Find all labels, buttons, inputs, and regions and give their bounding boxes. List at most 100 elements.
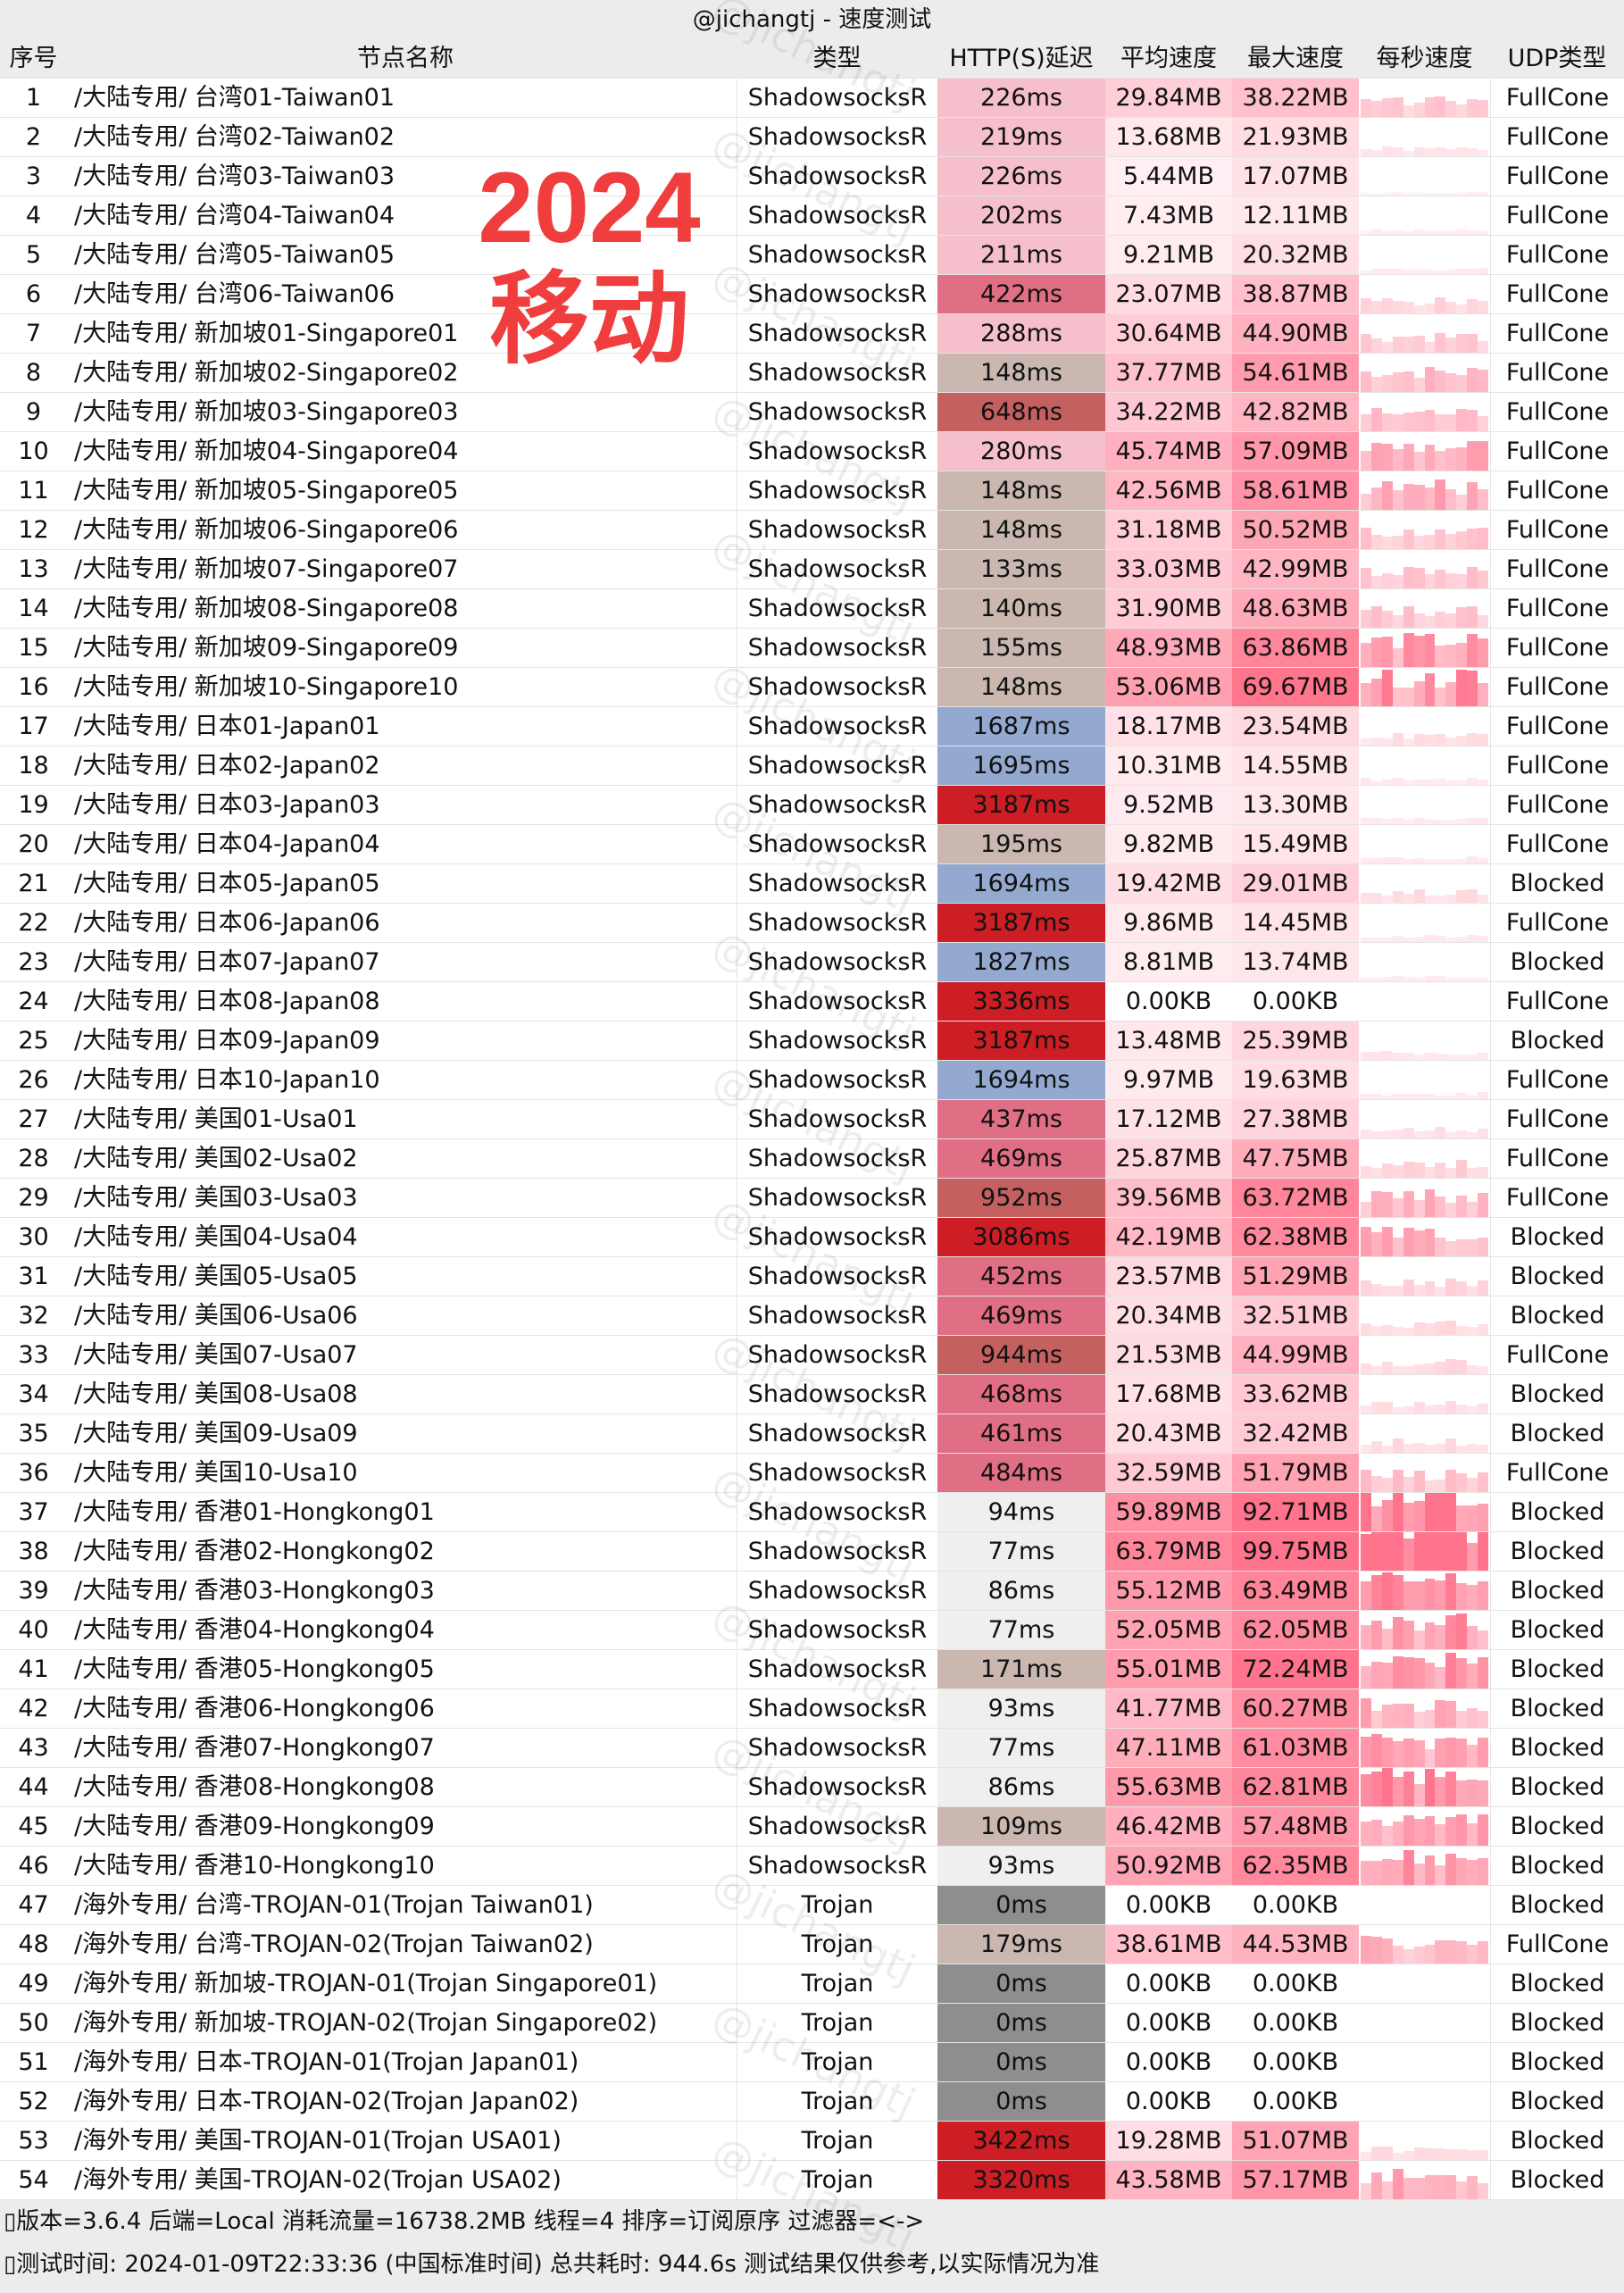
sparkline-bar xyxy=(1361,231,1371,235)
table-row[interactable]: 32/大陆专用/ 美国06-Usa06 ShadowsocksR 469ms 20.3… xyxy=(0,1297,1624,1336)
table-row[interactable]: 24/大陆专用/ 日本08-Japan08 ShadowsocksR 3336ms 0… xyxy=(0,982,1624,1021)
avg-speed: 17.68MB xyxy=(1105,1375,1232,1413)
table-row[interactable]: 31/大陆专用/ 美国05-Usa05 ShadowsocksR 452ms 23.5… xyxy=(0,1257,1624,1297)
node-name: /大陆专用/ 香港03-Hongkong03 xyxy=(74,1577,435,1605)
speed-sparkline xyxy=(1359,471,1490,510)
sparkline-bar xyxy=(1424,488,1436,510)
sparkline-bar xyxy=(1445,1321,1457,1335)
max-speed: 57.48MB xyxy=(1232,1807,1359,1846)
sparkline-bar xyxy=(1435,451,1446,471)
table-row[interactable]: 47/海外专用/ 台湾-TROJAN-01(Trojan Taiwan01) Tr… xyxy=(0,1886,1624,1925)
sparkline-bar xyxy=(1381,856,1393,863)
table-row[interactable]: 18/大陆专用/ 日本02-Japan02 ShadowsocksR 1695ms 1… xyxy=(0,746,1624,786)
latency: 3422ms xyxy=(937,2122,1105,2160)
table-row[interactable]: 22/大陆专用/ 日本06-Japan06 ShadowsocksR 3187ms 9… xyxy=(0,904,1624,943)
table-row[interactable]: 9/大陆专用/ 新加坡03-Singapore03 ShadowsocksR 648… xyxy=(0,393,1624,432)
table-row[interactable]: 49/海外专用/ 新加坡-TROJAN-01(Trojan Singapore0… xyxy=(0,1964,1624,2004)
table-row[interactable]: 13/大陆专用/ 新加坡07-Singapore07 ShadowsocksR 13… xyxy=(0,550,1624,589)
table-row[interactable]: 3/大陆专用/ 台湾03-Taiwan03 ShadowsocksR 226ms 5.… xyxy=(0,157,1624,196)
table-row[interactable]: 33/大陆专用/ 美国07-Usa07 ShadowsocksR 944ms 21.5… xyxy=(0,1336,1624,1375)
table-row[interactable]: 51/海外专用/ 日本-TROJAN-01(Trojan Japan01) Tro… xyxy=(0,2043,1624,2082)
table-row[interactable]: 26/大陆专用/ 日本10-Japan10 ShadowsocksR 1694ms 9… xyxy=(0,1061,1624,1100)
table-row[interactable]: 37/大陆专用/ 香港01-Hongkong01 ShadowsocksR 94ms… xyxy=(0,1493,1624,1532)
table-row[interactable]: 40/大陆专用/ 香港04-Hongkong04 ShadowsocksR 77ms… xyxy=(0,1611,1624,1650)
table-row[interactable]: 12/大陆专用/ 新加坡06-Singapore06 ShadowsocksR 14… xyxy=(0,511,1624,550)
table-row[interactable]: 14/大陆专用/ 新加坡08-Singapore08 ShadowsocksR 14… xyxy=(0,589,1624,629)
sparkline-bar xyxy=(1361,1444,1371,1453)
table-row[interactable]: 20/大陆专用/ 日本04-Japan04 ShadowsocksR 195ms 9.… xyxy=(0,825,1624,864)
sparkline-bar xyxy=(1403,1771,1414,1806)
table-row[interactable]: 10/大陆专用/ 新加坡04-Singapore04 ShadowsocksR 28… xyxy=(0,432,1624,471)
table-row[interactable]: 11/大陆专用/ 新加坡05-Singapore05 ShadowsocksR 14… xyxy=(0,471,1624,511)
sparkline-bar xyxy=(1424,1578,1436,1610)
udp-type: Blocked xyxy=(1490,2122,1624,2160)
table-row[interactable]: 2/大陆专用/ 台湾02-Taiwan02 ShadowsocksR 219ms 13… xyxy=(0,118,1624,157)
latency: 148ms xyxy=(937,354,1105,392)
table-row[interactable]: 42/大陆专用/ 香港06-Hongkong06 ShadowsocksR 93ms… xyxy=(0,1689,1624,1729)
table-row[interactable]: 36/大陆专用/ 美国10-Usa10 ShadowsocksR 484ms 32.5… xyxy=(0,1454,1624,1493)
table-row[interactable]: 50/海外专用/ 新加坡-TROJAN-02(Trojan Singapore0… xyxy=(0,2004,1624,2043)
sparkline-bar xyxy=(1370,938,1382,942)
sparkline-bar xyxy=(1413,336,1425,353)
sparkline-bar xyxy=(1424,859,1436,863)
table-row[interactable]: 53/海外专用/ 美国-TROJAN-01(Trojan USA01) Troja… xyxy=(0,2122,1624,2161)
table-row[interactable]: 15/大陆专用/ 新加坡09-Singapore09 ShadowsocksR 15… xyxy=(0,629,1624,668)
table-row[interactable]: 4/大陆专用/ 台湾04-Taiwan04 ShadowsocksR 202ms 7.… xyxy=(0,196,1624,236)
table-row[interactable]: 44/大陆专用/ 香港08-Hongkong08 ShadowsocksR 86ms… xyxy=(0,1768,1624,1807)
sparkline-bar xyxy=(1424,97,1436,117)
table-row[interactable]: 39/大陆专用/ 香港03-Hongkong03 ShadowsocksR 86ms… xyxy=(0,1572,1624,1611)
table-row[interactable]: 43/大陆专用/ 香港07-Hongkong07 ShadowsocksR 77ms… xyxy=(0,1729,1624,1768)
sparkline-bar xyxy=(1403,2177,1414,2199)
table-row[interactable]: 16/大陆专用/ 新加坡10-Singapore10 ShadowsocksR 14… xyxy=(0,668,1624,707)
max-speed: 62.38MB xyxy=(1232,1218,1359,1256)
avg-speed: 47.11MB xyxy=(1105,1729,1232,1767)
table-row[interactable]: 38/大陆专用/ 香港02-Hongkong02 ShadowsocksR 77ms… xyxy=(0,1532,1624,1572)
max-speed: 58.61MB xyxy=(1232,471,1359,510)
table-row[interactable]: 25/大陆专用/ 日本09-Japan09 ShadowsocksR 3187ms 1… xyxy=(0,1021,1624,1061)
sparkline-bar xyxy=(1403,231,1414,235)
sparkline-bar xyxy=(1370,1772,1382,1806)
table-row[interactable]: 17/大陆专用/ 日本01-Japan01 ShadowsocksR 1687ms 1… xyxy=(0,707,1624,746)
udp-type: FullCone xyxy=(1490,629,1624,667)
table-row[interactable]: 21/大陆专用/ 日本05-Japan05 ShadowsocksR 1694ms 1… xyxy=(0,864,1624,904)
sparkline-bar xyxy=(1361,978,1371,981)
table-row[interactable]: 34/大陆专用/ 美国08-Usa08 ShadowsocksR 468ms 17.6… xyxy=(0,1375,1624,1414)
table-row[interactable]: 45/大陆专用/ 香港09-Hongkong09 ShadowsocksR 109m… xyxy=(0,1807,1624,1847)
udp-type: Blocked xyxy=(1490,1257,1624,1296)
avg-speed: 13.68MB xyxy=(1105,118,1232,156)
table-row[interactable]: 41/大陆专用/ 香港05-Hongkong05 ShadowsocksR 171m… xyxy=(0,1650,1624,1689)
sparkline-bar xyxy=(1478,1504,1489,1531)
table-row[interactable]: 7/大陆专用/ 新加坡01-Singapore01 ShadowsocksR 288… xyxy=(0,314,1624,354)
avg-speed: 29.84MB xyxy=(1105,79,1232,117)
row-index: 54 xyxy=(18,2166,49,2194)
speed-sparkline xyxy=(1359,707,1490,746)
sparkline-bar xyxy=(1381,1825,1393,1846)
sparkline-bar xyxy=(1445,1470,1457,1492)
node-name: /大陆专用/ 香港09-Hongkong09 xyxy=(74,1813,435,1840)
table-row[interactable]: 28/大陆专用/ 美国02-Usa02 ShadowsocksR 469ms 25.8… xyxy=(0,1139,1624,1179)
udp-type: Blocked xyxy=(1490,2082,1624,2121)
table-row[interactable]: 52/海外专用/ 日本-TROJAN-02(Trojan Japan02) Tro… xyxy=(0,2082,1624,2122)
table-row[interactable]: 8/大陆专用/ 新加坡02-Singapore02 ShadowsocksR 148… xyxy=(0,354,1624,393)
table-row[interactable]: 46/大陆专用/ 香港10-Hongkong10 ShadowsocksR 93ms… xyxy=(0,1847,1624,1886)
sparkline-bar xyxy=(1403,859,1414,863)
row-index: 47 xyxy=(18,1891,49,1919)
sparkline-bar xyxy=(1392,818,1403,824)
table-row[interactable]: 29/大陆专用/ 美国03-Usa03 ShadowsocksR 952ms 39.5… xyxy=(0,1179,1624,1218)
table-row[interactable]: 27/大陆专用/ 美国01-Usa01 ShadowsocksR 437ms 17.1… xyxy=(0,1100,1624,1139)
sparkline-bar xyxy=(1456,2181,1468,2199)
table-row[interactable]: 35/大陆专用/ 美国09-Usa09 ShadowsocksR 461ms 20.4… xyxy=(0,1414,1624,1454)
latency: 155ms xyxy=(937,629,1105,667)
table-row[interactable]: 5/大陆专用/ 台湾05-Taiwan05 ShadowsocksR 211ms 9.… xyxy=(0,236,1624,275)
table-row[interactable]: 54/海外专用/ 美国-TROJAN-02(Trojan USA02) Troja… xyxy=(0,2161,1624,2200)
sparkline-bar xyxy=(1413,229,1425,235)
table-row[interactable]: 1/大陆专用/ 台湾01-Taiwan01 ShadowsocksR 226ms 29… xyxy=(0,79,1624,118)
avg-speed: 39.56MB xyxy=(1105,1179,1232,1217)
table-row[interactable]: 19/大陆专用/ 日本03-Japan03 ShadowsocksR 3187ms 9… xyxy=(0,786,1624,825)
sparkline-bar xyxy=(1381,443,1393,471)
table-row[interactable]: 30/大陆专用/ 美国04-Usa04 ShadowsocksR 3086ms 42.… xyxy=(0,1218,1624,1257)
avg-speed: 34.22MB xyxy=(1105,393,1232,431)
table-row[interactable]: 23/大陆专用/ 日本07-Japan07 ShadowsocksR 1827ms 8… xyxy=(0,943,1624,982)
table-row[interactable]: 48/海外专用/ 台湾-TROJAN-02(Trojan Taiwan02) Tr… xyxy=(0,1925,1624,1964)
table-row[interactable]: 6/大陆专用/ 台湾06-Taiwan06 ShadowsocksR 422ms 23… xyxy=(0,275,1624,314)
